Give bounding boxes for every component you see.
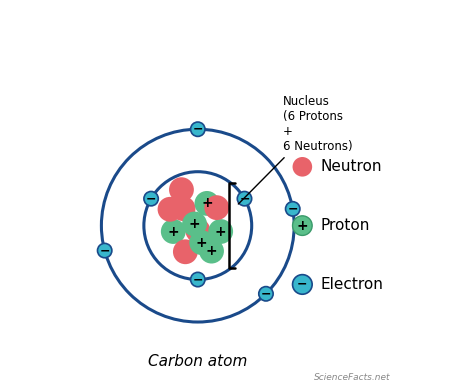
Circle shape xyxy=(185,218,210,243)
Circle shape xyxy=(292,216,312,235)
Circle shape xyxy=(98,244,112,258)
Text: −: − xyxy=(297,278,308,291)
Circle shape xyxy=(171,196,195,221)
Text: Carbon atom: Carbon atom xyxy=(148,354,247,370)
Circle shape xyxy=(292,275,312,294)
Text: +: + xyxy=(189,217,201,231)
Text: Electron: Electron xyxy=(320,277,383,292)
Circle shape xyxy=(157,197,182,222)
Text: −: − xyxy=(146,192,156,205)
Circle shape xyxy=(189,230,214,255)
Text: +: + xyxy=(201,196,213,210)
Text: Neutron: Neutron xyxy=(320,159,382,174)
Circle shape xyxy=(194,191,219,216)
Text: −: − xyxy=(287,202,298,216)
Circle shape xyxy=(161,219,186,244)
Text: ScienceFacts.net: ScienceFacts.net xyxy=(314,373,391,382)
Circle shape xyxy=(237,191,252,206)
Text: +: + xyxy=(206,244,217,258)
Circle shape xyxy=(144,191,158,206)
Text: Proton: Proton xyxy=(320,218,370,233)
Text: +: + xyxy=(215,224,227,238)
Text: +: + xyxy=(167,224,179,238)
Circle shape xyxy=(182,212,207,237)
Circle shape xyxy=(208,219,233,244)
Circle shape xyxy=(285,202,300,216)
Text: +: + xyxy=(196,236,208,250)
Circle shape xyxy=(169,177,194,202)
Text: −: − xyxy=(100,244,110,257)
Circle shape xyxy=(191,122,205,137)
Text: −: − xyxy=(239,192,250,205)
Circle shape xyxy=(199,239,224,263)
Circle shape xyxy=(204,195,229,220)
Text: Nucleus
(6 Protons
+
6 Neutrons): Nucleus (6 Protons + 6 Neutrons) xyxy=(238,95,352,204)
Circle shape xyxy=(292,157,312,177)
Circle shape xyxy=(173,239,198,264)
Text: −: − xyxy=(192,123,203,136)
Text: Structure of Atom: Structure of Atom xyxy=(89,17,385,45)
Circle shape xyxy=(191,272,205,287)
Text: −: − xyxy=(261,287,271,300)
Text: +: + xyxy=(297,219,308,233)
Circle shape xyxy=(259,287,273,301)
Text: −: − xyxy=(192,273,203,286)
